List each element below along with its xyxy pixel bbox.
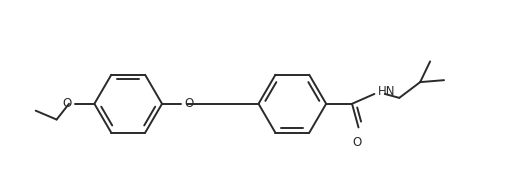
Text: O: O bbox=[63, 97, 72, 110]
Text: HN: HN bbox=[378, 86, 396, 98]
Text: O: O bbox=[184, 97, 194, 110]
Text: O: O bbox=[353, 136, 362, 149]
